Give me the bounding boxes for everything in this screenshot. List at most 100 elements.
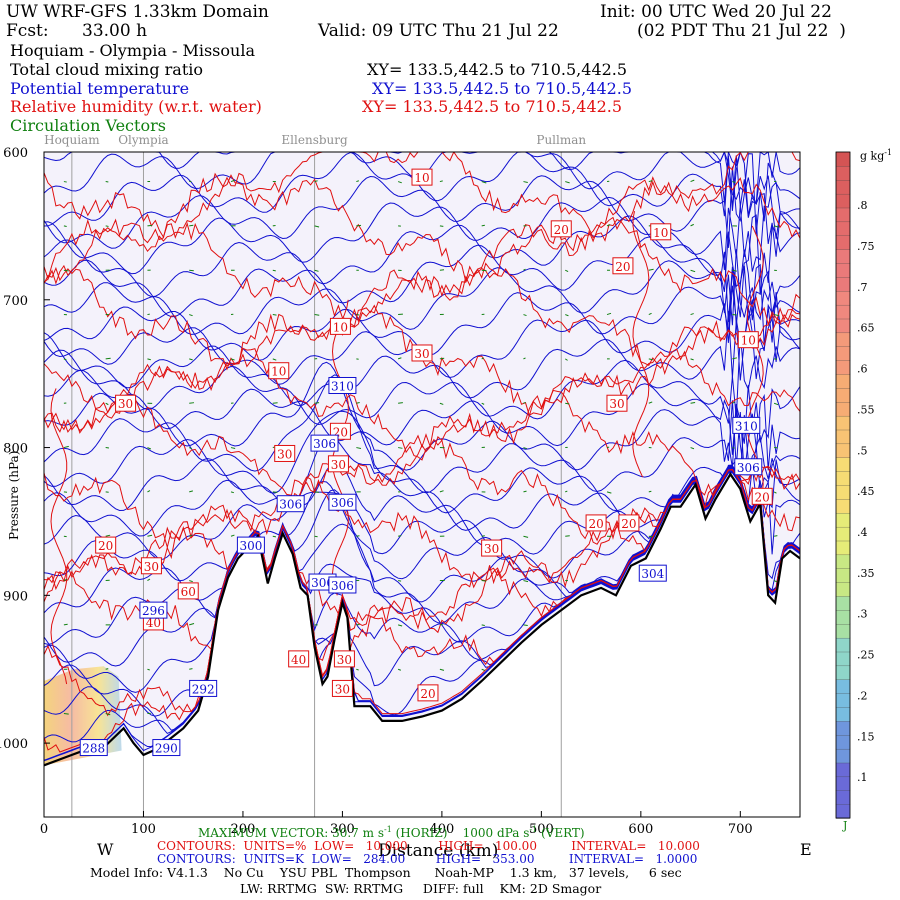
circulation-vector <box>314 269 319 272</box>
rh-label-text: 60 <box>181 585 196 599</box>
theta-label-text: 288 <box>82 742 105 756</box>
theta-label-box <box>310 434 339 452</box>
colorbar-segment <box>835 554 851 569</box>
circulation-vector <box>230 179 235 183</box>
circulation-vector <box>565 535 570 537</box>
colorbar-segment <box>835 581 851 597</box>
theta-contour <box>44 469 800 717</box>
circulation-vector <box>606 224 611 227</box>
rh-label-text: 40 <box>291 653 306 667</box>
theta-label: 310 <box>328 376 357 394</box>
colorbar-segment <box>835 443 851 458</box>
rh-label: 40 <box>288 650 310 668</box>
theta-contour <box>44 410 800 514</box>
circulation-vector <box>147 578 151 581</box>
rh-contour <box>50 388 68 685</box>
rh-label-text: 20 <box>98 539 113 553</box>
colorbar-bottom-mark: J <box>843 819 848 832</box>
circulation-vector <box>356 224 362 227</box>
colorbar-segment <box>835 193 851 209</box>
colorbar-frame <box>835 151 851 819</box>
rh-label-box <box>737 331 759 349</box>
rh-label: 30 <box>140 557 162 575</box>
theta-contour <box>44 249 800 335</box>
rh-label-text: 10 <box>414 171 429 185</box>
y-tick-label: 900 <box>3 589 28 604</box>
circulation-vector <box>63 181 67 183</box>
rh-label-text: 20 <box>420 687 435 701</box>
colorbar-segment <box>835 720 851 736</box>
colorbar-segment <box>835 484 851 500</box>
circulation-vector <box>230 534 235 537</box>
rh-label-text: 30 <box>335 682 350 696</box>
theta-contour <box>44 236 800 326</box>
circulation-vector <box>397 624 403 627</box>
rh-label-text: 30 <box>144 560 159 574</box>
circulation-vector <box>648 358 653 361</box>
theta-label: 300 <box>236 536 265 554</box>
circulation-vector <box>565 269 569 273</box>
colorbar-segment <box>835 415 851 431</box>
circulation-vector <box>356 447 362 449</box>
rh-label-box <box>327 455 349 473</box>
circulation-vector <box>356 180 360 183</box>
rh-contour <box>44 216 800 328</box>
circulation-vector <box>439 357 445 360</box>
rh-contour <box>44 469 800 753</box>
colorbar-tick-label: .65 <box>857 322 875 335</box>
rh-label-text: 10 <box>741 334 756 348</box>
colorbar-segment <box>835 595 851 611</box>
circulation-vector <box>523 624 528 627</box>
rh-contour <box>44 262 800 376</box>
circulation-vector <box>314 535 318 538</box>
circulation-vector <box>272 358 277 361</box>
circulation-vector <box>523 580 529 583</box>
colorbar-segment <box>835 637 851 653</box>
y-axis-label: Pressure (hPa) <box>7 450 21 540</box>
field-cloud-xy: XY= 133.5,442.5 to 710.5,442.5 <box>367 60 628 79</box>
colorbar-segment <box>835 401 851 417</box>
circulation-vector <box>63 269 69 272</box>
rh-label: 20 <box>585 514 607 532</box>
location-label: Pullman <box>536 133 586 147</box>
colorbar-segment <box>835 512 851 528</box>
colorbar-segment <box>835 790 851 805</box>
circulation-vector <box>272 535 277 538</box>
theta-label-box <box>328 376 357 394</box>
rh-label: 30 <box>333 650 355 668</box>
circulation-vector <box>565 181 570 184</box>
circulation-vector <box>314 225 320 228</box>
theta-contour <box>44 467 800 614</box>
colorbar-segment <box>835 498 851 514</box>
circulation-vector <box>690 269 696 273</box>
colorbar-tick-label: .2 <box>857 689 868 702</box>
theta-contour <box>44 307 800 407</box>
rh-label-text: 30 <box>414 347 429 361</box>
circulation-vector <box>439 668 445 671</box>
rh-contour <box>44 347 800 461</box>
theta-label-box <box>236 536 265 554</box>
x-tick-label: 300 <box>330 822 355 837</box>
x-tick-label: 200 <box>231 822 256 837</box>
colorbar-segment <box>835 387 851 403</box>
theta-contour <box>44 470 800 743</box>
colorbar-units: g kg-1 <box>860 148 893 163</box>
rh-label-text: 30 <box>118 397 133 411</box>
circulation-vector <box>481 580 487 582</box>
circulation-vector <box>230 358 235 361</box>
rh-label: 20 <box>751 487 773 505</box>
rh-label-text: 20 <box>615 260 630 274</box>
circulation-vector <box>314 402 320 404</box>
rh-label: 20 <box>618 514 640 532</box>
model-title: UW WRF-GFS 1.33km Domain <box>6 2 269 22</box>
circulation-vector <box>105 668 109 670</box>
x-tick-label: 400 <box>429 822 454 837</box>
circulation-vector <box>356 668 359 671</box>
rh-label: 20 <box>550 220 572 238</box>
rh-label-box <box>411 344 433 362</box>
theta-label-box <box>638 564 667 582</box>
rh-contour <box>44 152 800 242</box>
colorbar-segment <box>835 540 851 556</box>
theta-label-text: 304 <box>641 567 664 581</box>
